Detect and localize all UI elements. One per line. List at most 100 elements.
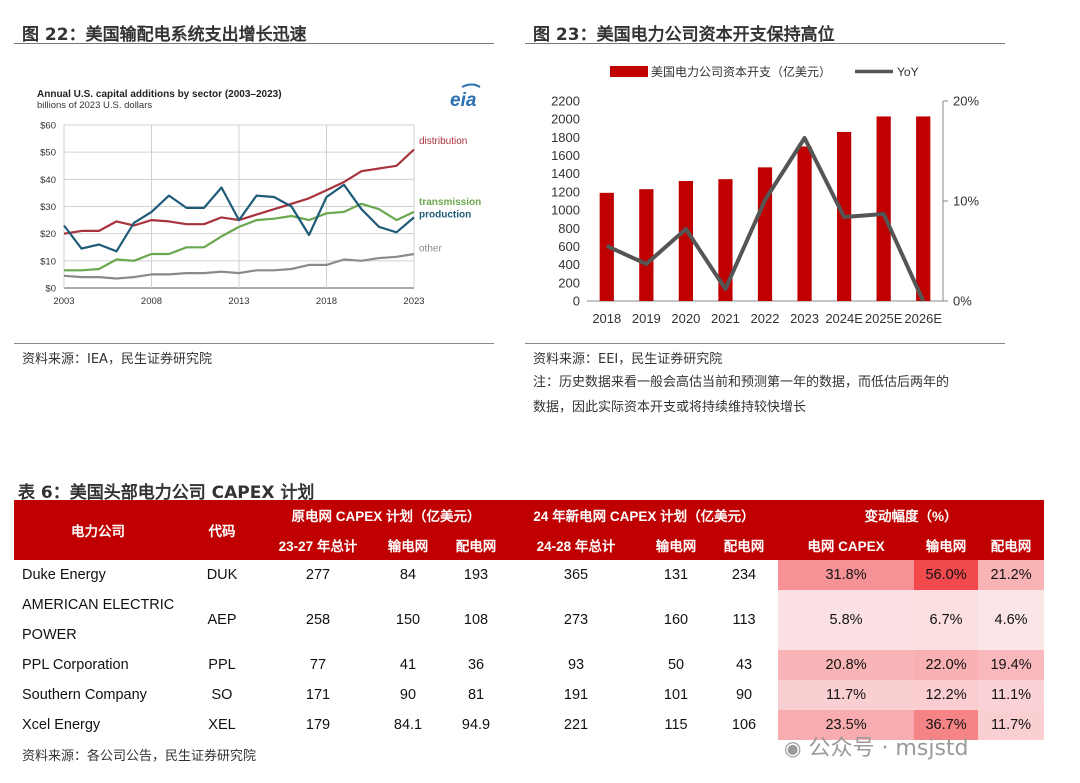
cell-new-trans: 50 bbox=[667, 657, 685, 673]
cell-new-total: 191 bbox=[563, 687, 589, 703]
header-orig-distribution: 配电网 bbox=[442, 530, 511, 560]
series-line-other bbox=[63, 252, 415, 280]
cell-code: XEL bbox=[208, 717, 236, 733]
series-line-production bbox=[63, 183, 415, 253]
series-label-transmission: transmission bbox=[419, 197, 481, 208]
cell-chg-dist: 19.4% bbox=[978, 650, 1045, 680]
table-row: AMERICAN ELECTRIC POWER AEP 258 150 108 273 16… bbox=[14, 590, 1045, 650]
legend-label-capex: 美国电力公司资本开支（亿美元） bbox=[651, 64, 831, 79]
x-tick-label: 2003 bbox=[53, 296, 74, 307]
eia-logo-text: eia bbox=[450, 90, 477, 111]
cell-new-trans: 115 bbox=[664, 717, 688, 733]
series-label-production: production bbox=[419, 209, 471, 220]
x-tick-label: 2023 bbox=[790, 311, 819, 326]
y-right-tick-label: 10% bbox=[953, 194, 979, 209]
cell-company: Southern Company bbox=[22, 687, 147, 703]
chart22-title: Annual U.S. capital additions by sector … bbox=[37, 89, 282, 100]
x-tick-label: 2018 bbox=[592, 311, 621, 326]
cell-chg-trans: 12.2% bbox=[914, 680, 979, 710]
table6-source: 资料来源：各公司公告，民生证券研究院 bbox=[22, 749, 257, 764]
capex-plan-table: 电力公司 代码 原电网 CAPEX 计划（亿美元） 24 年新电网 CAPEX … bbox=[14, 500, 1045, 740]
header-code: 代码 bbox=[182, 500, 262, 560]
cell-new-dist: 234 bbox=[731, 567, 757, 583]
cell-orig-dist: 36 bbox=[467, 657, 485, 673]
cell-chg-dist: 4.6% bbox=[978, 590, 1045, 650]
series-line-transmission bbox=[64, 202, 415, 272]
fig22-source: 资料来源：IEA，民生证券研究院 bbox=[22, 352, 212, 367]
y-left-tick-label: 0 bbox=[573, 294, 580, 309]
capex-bar bbox=[916, 116, 931, 301]
wechat-icon: ◉ bbox=[784, 736, 802, 760]
header-new-total: 24-28 年总计 bbox=[510, 530, 643, 560]
table-row: Southern Company SO 171 90 81 191 101 90 11.7% 12… bbox=[14, 680, 1045, 710]
header-group-change: 变动幅度（%） bbox=[778, 500, 1045, 530]
fig23-title-rule bbox=[525, 43, 1005, 44]
cell-orig-trans: 90 bbox=[399, 687, 417, 703]
x-tick-label: 2024E bbox=[825, 311, 863, 326]
table-row: Xcel Energy XEL 179 84.1 94.9 221 115 106 23.5% 3… bbox=[14, 710, 1045, 740]
y-tick-label: $30 bbox=[40, 202, 56, 213]
capex-bar bbox=[718, 179, 733, 301]
cell-new-dist: 113 bbox=[732, 612, 756, 628]
header-orig-total: 23-27 年总计 bbox=[262, 530, 374, 560]
cell-orig-total: 171 bbox=[305, 687, 331, 703]
cell-new-trans: 160 bbox=[663, 612, 689, 628]
y-tick-label: $0 bbox=[45, 284, 56, 295]
cell-chg-dist: 21.2% bbox=[978, 560, 1045, 590]
cell-orig-dist: 81 bbox=[467, 687, 485, 703]
cell-orig-total: 258 bbox=[305, 612, 331, 628]
cell-company: Xcel Energy bbox=[22, 717, 101, 733]
x-tick-label: 2018 bbox=[316, 296, 337, 307]
watermark-text: 公众号 · msjstd bbox=[808, 736, 969, 761]
header-group-original: 原电网 CAPEX 计划（亿美元） bbox=[262, 500, 511, 530]
eia-logo: eia bbox=[450, 83, 481, 111]
cell-orig-total: 277 bbox=[305, 567, 331, 583]
y-tick-label: $50 bbox=[40, 148, 56, 159]
cell-orig-trans: 150 bbox=[395, 612, 421, 628]
cell-chg-dist: 11.1% bbox=[978, 680, 1045, 710]
cell-chg-grid: 5.8% bbox=[778, 590, 915, 650]
cell-orig-trans: 84 bbox=[399, 567, 417, 583]
y-right-tick-label: 0% bbox=[953, 294, 972, 309]
header-orig-transmission: 输电网 bbox=[374, 530, 442, 560]
cell-new-trans: 131 bbox=[663, 567, 689, 583]
cell-company: Duke Energy bbox=[22, 567, 106, 583]
cell-chg-trans: 6.7% bbox=[914, 590, 979, 650]
x-tick-label: 2020 bbox=[671, 311, 700, 326]
fig22-title: 图 22：美国输配电系统支出增长迅速 bbox=[22, 25, 307, 45]
cell-new-dist: 106 bbox=[731, 717, 757, 733]
legend-label-yoy: YoY bbox=[897, 65, 919, 79]
cell-code: DUK bbox=[206, 567, 238, 583]
series-label-distribution: distribution bbox=[419, 136, 467, 147]
header-change-transmission: 输电网 bbox=[914, 530, 979, 560]
cell-code: SO bbox=[211, 687, 233, 703]
cell-company: AMERICAN ELECTRIC POWER bbox=[22, 597, 175, 643]
header-group-new: 24 年新电网 CAPEX 计划（亿美元） bbox=[510, 500, 779, 530]
y-right-tick-label: 20% bbox=[953, 94, 979, 109]
header-change-grid: 电网 CAPEX bbox=[778, 530, 915, 560]
y-left-tick-label: 200 bbox=[558, 275, 580, 290]
cell-code: AEP bbox=[207, 612, 237, 628]
capex-bar bbox=[678, 181, 694, 301]
cell-orig-trans: 84.1 bbox=[393, 717, 423, 733]
cell-code: PPL bbox=[208, 657, 236, 673]
cell-chg-dist: 11.7% bbox=[978, 710, 1045, 740]
cell-orig-dist: 193 bbox=[463, 567, 489, 583]
table-row: Duke Energy DUK 277 84 193 365 131 234 31.8% 56.0… bbox=[14, 560, 1045, 590]
cell-new-dist: 43 bbox=[735, 657, 753, 673]
y-tick-label: $60 bbox=[40, 121, 56, 132]
capex-bar bbox=[757, 167, 773, 301]
cell-chg-trans: 22.0% bbox=[914, 650, 979, 680]
cell-chg-grid: 11.7% bbox=[778, 680, 915, 710]
cell-new-total: 221 bbox=[563, 717, 589, 733]
fig23-source: 资料来源：EEI，民生证券研究院 bbox=[533, 352, 723, 367]
cell-orig-dist: 94.9 bbox=[461, 717, 491, 733]
capex-bar bbox=[876, 116, 891, 301]
x-tick-label: 2008 bbox=[141, 296, 162, 307]
x-tick-label: 2022 bbox=[751, 311, 780, 326]
cell-orig-total: 179 bbox=[305, 717, 331, 733]
table-row: PPL Corporation PPL 77 41 36 93 50 43 20.8% 22.0%… bbox=[14, 650, 1045, 680]
eia-capital-additions-chart: Annual U.S. capital additions by sector … bbox=[37, 83, 481, 307]
cell-new-total: 93 bbox=[567, 657, 585, 673]
header-new-distribution: 配电网 bbox=[710, 530, 779, 560]
